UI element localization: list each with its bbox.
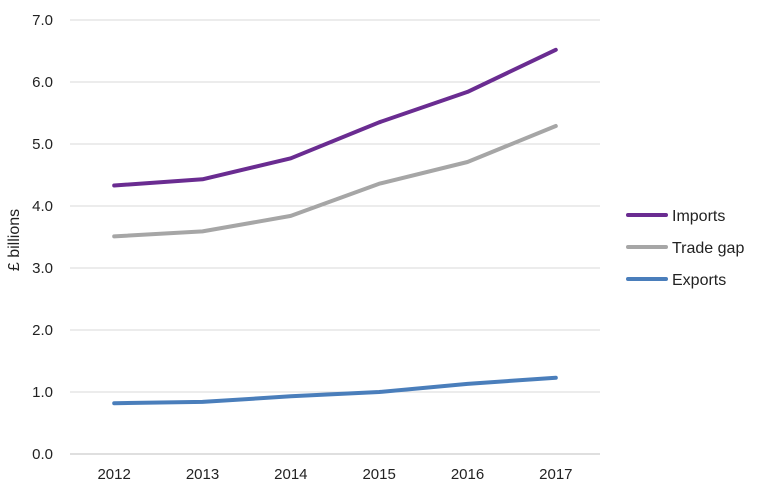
x-axis-ticks: 2012 2013 2014 2015 2016 2017 bbox=[97, 466, 572, 483]
y-tick-label: 3.0 bbox=[32, 260, 53, 277]
x-tick-label: 2016 bbox=[451, 466, 484, 483]
series-line-exports bbox=[112, 375, 558, 406]
legend-label: Exports bbox=[672, 272, 726, 289]
series-lines bbox=[112, 47, 558, 406]
legend-label: Trade gap bbox=[672, 240, 744, 257]
legend-label: Imports bbox=[672, 208, 725, 225]
y-tick-label: 2.0 bbox=[32, 322, 53, 339]
x-tick-label: 2012 bbox=[97, 466, 130, 483]
gridlines bbox=[70, 19, 600, 455]
y-axis-ticks: 0.0 1.0 2.0 3.0 4.0 5.0 6.0 7.0 bbox=[32, 12, 53, 463]
y-tick-label: 5.0 bbox=[32, 136, 53, 153]
series-line-trade-gap bbox=[112, 124, 558, 239]
y-tick-label: 4.0 bbox=[32, 198, 53, 215]
x-tick-label: 2015 bbox=[362, 466, 395, 483]
x-tick-label: 2017 bbox=[539, 466, 572, 483]
x-tick-label: 2013 bbox=[186, 466, 219, 483]
series-line-imports bbox=[112, 47, 558, 188]
y-tick-label: 1.0 bbox=[32, 384, 53, 401]
y-tick-label: 6.0 bbox=[32, 74, 53, 91]
y-tick-label: 0.0 bbox=[32, 446, 53, 463]
x-tick-label: 2014 bbox=[274, 466, 307, 483]
legend: Imports Trade gap Exports bbox=[626, 208, 744, 289]
y-tick-label: 7.0 bbox=[32, 12, 53, 29]
y-axis-label: £ billions bbox=[6, 209, 23, 271]
